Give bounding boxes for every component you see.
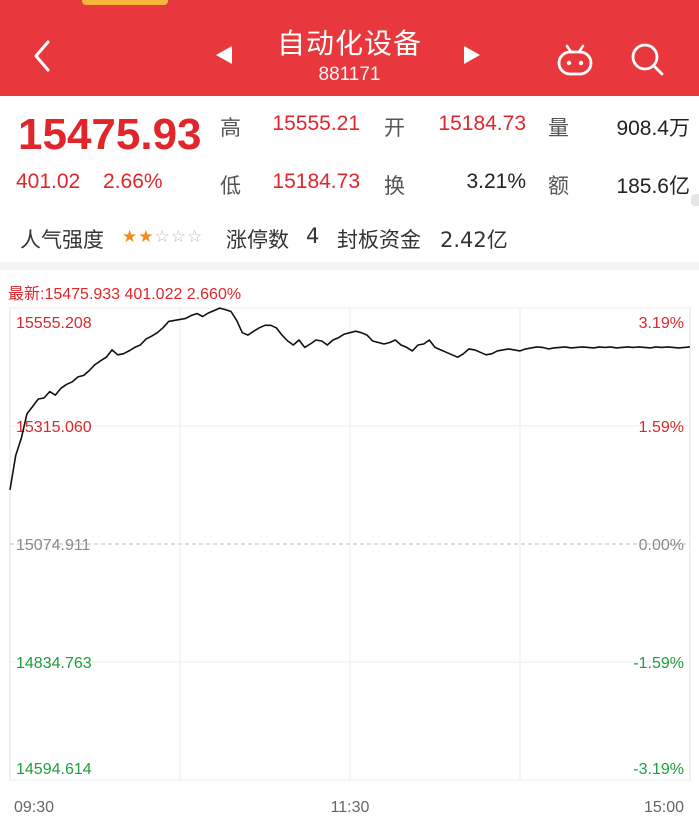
- star-empty-icon: ☆: [187, 227, 204, 246]
- section-divider: [0, 262, 699, 270]
- star-empty-icon: ☆: [154, 227, 171, 246]
- turnover-value: 3.21%: [466, 170, 526, 193]
- volume-value: 908.4万: [616, 117, 690, 140]
- header-bar: 自动化设备 881171: [0, 0, 699, 96]
- y-tick-label-left: 15555.208: [16, 315, 92, 332]
- amount-label: 额: [548, 174, 569, 198]
- limit-up-label: 涨停数: [226, 228, 289, 252]
- next-arrow-icon[interactable]: [462, 44, 482, 71]
- top-tab-indicator: [82, 0, 168, 5]
- price-line: [9, 307, 691, 491]
- x-tick-label: 09:30: [14, 799, 54, 816]
- y-tick-label-left: 14594.614: [16, 761, 92, 778]
- limit-up-value: 4: [306, 224, 320, 248]
- y-tick-label-right: -3.19%: [633, 761, 684, 778]
- popularity-label: 人气强度: [20, 228, 104, 252]
- prev-arrow-icon[interactable]: [214, 44, 234, 71]
- high-value: 15555.21: [272, 112, 360, 135]
- stock-code: 881171: [318, 64, 381, 85]
- y-tick-label-left: 14834.763: [16, 655, 92, 672]
- change-percent: 2.66%: [103, 170, 163, 193]
- star-empty-icon: ☆: [170, 227, 187, 246]
- change-amount: 401.02: [16, 170, 81, 193]
- search-icon[interactable]: [628, 40, 666, 83]
- turnover-label: 换: [384, 174, 405, 198]
- star-filled-icon: ★: [138, 227, 155, 246]
- latest-quote-readout: 最新:15475.933 401.022 2.660%: [8, 286, 242, 303]
- y-tick-label-right: 3.19%: [639, 315, 684, 332]
- y-tick-label-right: -1.59%: [633, 655, 684, 672]
- low-label: 低: [220, 174, 241, 198]
- intraday-chart[interactable]: 15555.208 3.19% 15315.060 1.59% 15074.911 0.0…: [0, 272, 699, 826]
- open-label: 开: [384, 116, 405, 140]
- robot-icon[interactable]: [555, 42, 595, 83]
- open-value: 15184.73: [438, 112, 526, 135]
- popularity-stars: ★★☆☆☆: [122, 227, 203, 247]
- y-tick-label-right: 0.00%: [639, 537, 684, 554]
- volume-label: 量: [548, 116, 569, 140]
- intraday-chart-svg[interactable]: 15555.208 3.19% 15315.060 1.59% 15074.911 0.0…: [0, 272, 699, 826]
- star-filled-icon: ★: [122, 227, 139, 246]
- high-label: 高: [220, 116, 241, 140]
- y-tick-label-right: 1.59%: [639, 419, 684, 436]
- y-tick-label-left: 15074.911: [16, 537, 91, 554]
- page-title: 自动化设备: [276, 27, 422, 60]
- scroll-hint: [691, 194, 699, 206]
- x-tick-label: 15:00: [644, 799, 684, 816]
- low-value: 15184.73: [272, 170, 360, 193]
- current-price: 15475.93: [18, 110, 202, 159]
- seal-fund-value: 2.42亿: [440, 228, 508, 252]
- y-tick-label-left: 15315.060: [16, 419, 92, 436]
- amount-value: 185.6亿: [616, 175, 690, 198]
- x-tick-label: 11:30: [331, 799, 370, 816]
- back-icon[interactable]: [28, 36, 58, 76]
- seal-fund-label: 封板资金: [337, 228, 421, 252]
- quote-panel: 15475.93 401.02 2.66% 高 15555.21 开 15184…: [0, 96, 699, 264]
